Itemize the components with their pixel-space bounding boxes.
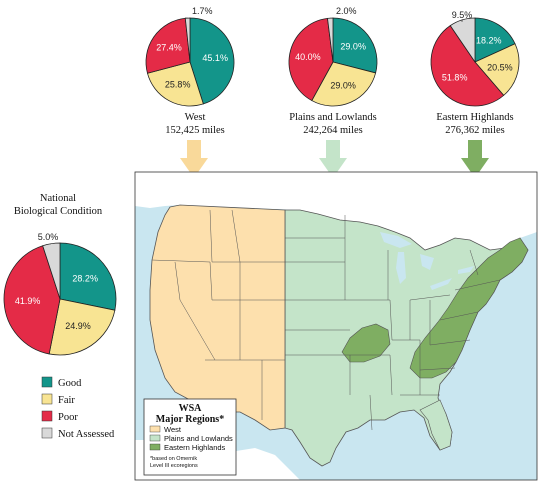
pie-slice-good bbox=[189, 17, 235, 105]
map-lake-huron bbox=[420, 254, 434, 270]
condition-legend: Good Fair Poor Not Assessed bbox=[41, 376, 115, 440]
pie-slice-fair bbox=[48, 298, 116, 356]
pie-label-not-assessed: 5.0% bbox=[38, 232, 59, 242]
map-legend-title-line1: WSA bbox=[179, 403, 203, 414]
map-legend-label-west: West bbox=[164, 425, 182, 434]
pie-slice-not-assessed bbox=[327, 17, 334, 63]
pie-label-not-assessed: 1.7% bbox=[192, 6, 213, 16]
legend-swatch-fair bbox=[41, 393, 53, 405]
us-map bbox=[135, 172, 537, 480]
pie-label-poor: 40.0% bbox=[295, 52, 321, 62]
pie-label-good: 28.2% bbox=[72, 274, 98, 284]
legend-swatch-poor bbox=[41, 410, 53, 422]
pie-plains-lowlands: 29.0% 29.0% 40.0% 2.0% bbox=[288, 6, 378, 107]
region-title-highlands: Eastern Highlands bbox=[436, 112, 513, 123]
map-legend-label-highlands: Eastern Highlands bbox=[164, 443, 226, 452]
pie-label-poor: 27.4% bbox=[156, 43, 182, 53]
pie-label-not-assessed: 2.0% bbox=[336, 6, 357, 16]
map-legend-note-line1: *based on Omernik bbox=[150, 456, 197, 462]
map-lake-superior bbox=[380, 232, 412, 248]
legend-label-good: Good bbox=[58, 378, 82, 389]
pie-label-fair: 24.9% bbox=[65, 321, 91, 331]
national-title-line1: National bbox=[40, 193, 76, 204]
pie-label-good: 45.1% bbox=[202, 53, 228, 63]
map-legend-label-plains: Plains and Lowlands bbox=[164, 434, 233, 443]
pie-label-good: 18.2% bbox=[476, 36, 502, 46]
map-florida bbox=[419, 399, 453, 451]
pie-eastern-highlands: 18.2% 20.5% 51.8% 9.5% bbox=[430, 10, 520, 107]
map-lake-michigan bbox=[396, 252, 406, 284]
pie-label-poor: 51.8% bbox=[442, 73, 468, 83]
legend-swatch-good bbox=[41, 376, 53, 388]
pie-label-good: 29.0% bbox=[340, 41, 366, 51]
pie-west: 45.1% 25.8% 27.4% 1.7% bbox=[145, 6, 235, 107]
pie-slice-fair bbox=[474, 43, 520, 96]
pie-label-not-assessed: 9.5% bbox=[452, 10, 473, 20]
region-title-plains: Plains and Lowlands bbox=[289, 112, 377, 123]
region-miles-west: 152,425 miles bbox=[165, 125, 225, 136]
arrow-highlands bbox=[461, 140, 489, 178]
pie-national: 28.2% 24.9% 41.9% 5.0% bbox=[3, 232, 117, 356]
arrow-plains bbox=[319, 140, 347, 178]
pie-slice-poor bbox=[3, 245, 61, 355]
map-legend: WSA Major Regions* West Plains and Lowla… bbox=[143, 398, 237, 476]
arrow-west bbox=[180, 140, 208, 178]
map-legend-title-line2: Major Regions* bbox=[156, 414, 224, 425]
region-title-west: West bbox=[185, 112, 206, 123]
legend-swatch-not-assessed bbox=[41, 427, 53, 439]
pie-label-fair: 20.5% bbox=[487, 63, 513, 73]
pie-slice-fair bbox=[146, 61, 204, 107]
map-legend-swatch-plains bbox=[149, 434, 161, 442]
pie-slice-good bbox=[474, 17, 516, 63]
legend-label-poor: Poor bbox=[58, 412, 78, 423]
pie-slice-poor bbox=[145, 17, 191, 74]
pie-slice-poor bbox=[430, 25, 505, 107]
pie-slice-fair bbox=[311, 61, 377, 107]
pie-slice-not-assessed bbox=[42, 242, 61, 300]
pie-slice-good bbox=[59, 242, 117, 311]
pie-slice-good bbox=[332, 17, 378, 74]
map-legend-swatch-west bbox=[149, 425, 161, 433]
map-canada bbox=[135, 172, 537, 250]
legend-label-not-assessed: Not Assessed bbox=[58, 429, 115, 440]
national-title-line2: Biological Condition bbox=[14, 206, 103, 217]
region-miles-plains: 242,264 miles bbox=[303, 125, 363, 136]
pie-label-fair: 25.8% bbox=[165, 79, 191, 89]
map-highlands-ozarks bbox=[341, 323, 391, 363]
pie-slice-poor bbox=[288, 17, 334, 102]
map-legend-note-line2: Level III ecoregions bbox=[150, 463, 198, 469]
map-legend-swatch-highlands bbox=[149, 443, 161, 451]
pie-label-poor: 41.9% bbox=[15, 296, 41, 306]
pie-label-fair: 29.0% bbox=[330, 80, 356, 90]
legend-label-fair: Fair bbox=[58, 395, 75, 406]
map-lake-erie bbox=[430, 278, 452, 290]
map-frame bbox=[134, 171, 538, 481]
region-miles-highlands: 276,362 miles bbox=[445, 125, 505, 136]
map-lake-ontario bbox=[458, 266, 474, 274]
map-state-borders bbox=[151, 209, 501, 431]
